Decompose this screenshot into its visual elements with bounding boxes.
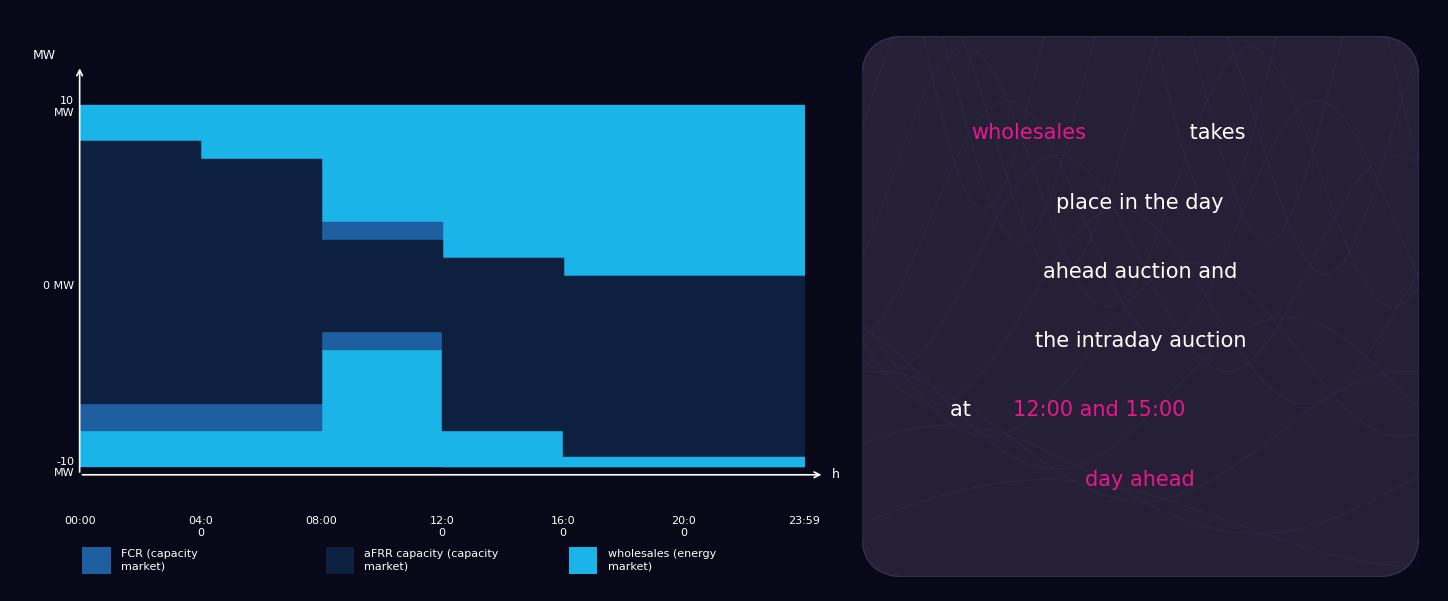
Text: h: h bbox=[831, 468, 840, 481]
Text: at: at bbox=[950, 400, 977, 420]
Text: aFRR capacity (capacity
market): aFRR capacity (capacity market) bbox=[365, 549, 498, 572]
Text: wholesales (energy
market): wholesales (energy market) bbox=[608, 549, 715, 572]
Bar bbox=[326, 547, 353, 574]
Text: FCR (capacity
market): FCR (capacity market) bbox=[122, 549, 198, 572]
Text: the intraday auction: the intraday auction bbox=[1034, 331, 1247, 351]
Text: wholesales: wholesales bbox=[970, 123, 1086, 144]
Bar bbox=[569, 547, 597, 574]
FancyBboxPatch shape bbox=[862, 36, 1419, 577]
Text: place in the day: place in the day bbox=[1057, 193, 1224, 213]
Text: day ahead: day ahead bbox=[1086, 469, 1195, 490]
Text: MW: MW bbox=[33, 49, 56, 62]
Text: 12:00 and 15:00: 12:00 and 15:00 bbox=[1014, 400, 1186, 420]
Text: takes: takes bbox=[1183, 123, 1245, 144]
Text: ahead auction and: ahead auction and bbox=[1043, 262, 1238, 282]
Bar bbox=[83, 547, 110, 574]
